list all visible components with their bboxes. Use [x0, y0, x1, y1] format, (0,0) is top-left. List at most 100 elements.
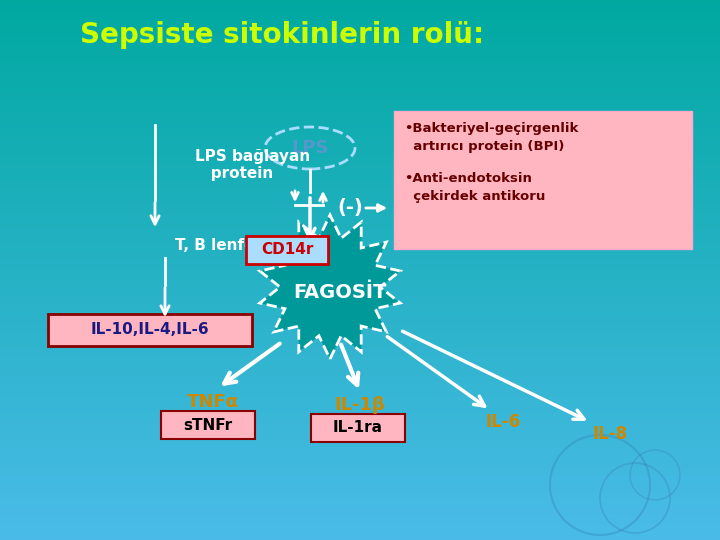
Bar: [0, 247, 720, 248]
Bar: [0, 344, 720, 345]
Text: •Anti-endotoksin: •Anti-endotoksin: [404, 172, 532, 185]
Bar: [0, 523, 720, 524]
Bar: [0, 239, 720, 240]
Bar: [0, 262, 720, 263]
Bar: [0, 453, 720, 454]
Bar: [0, 425, 720, 426]
Bar: [0, 83, 720, 84]
Bar: [0, 473, 720, 474]
Bar: [0, 263, 720, 264]
Bar: [0, 119, 720, 120]
Bar: [0, 380, 720, 381]
Bar: [0, 71, 720, 72]
Bar: [0, 285, 720, 286]
Bar: [0, 399, 720, 400]
Bar: [0, 248, 720, 249]
Bar: [0, 390, 720, 391]
Bar: [0, 9, 720, 10]
Bar: [0, 520, 720, 521]
Bar: [0, 342, 720, 343]
Bar: [0, 313, 720, 314]
Bar: [0, 46, 720, 47]
Bar: [0, 199, 720, 200]
Bar: [0, 152, 720, 153]
Bar: [0, 411, 720, 412]
Bar: [0, 198, 720, 199]
Bar: [0, 91, 720, 92]
Bar: [0, 170, 720, 171]
Bar: [0, 182, 720, 183]
Bar: [0, 222, 720, 223]
Polygon shape: [260, 215, 400, 359]
Bar: [0, 279, 720, 280]
Bar: [0, 93, 720, 94]
Bar: [0, 338, 720, 339]
Bar: [0, 78, 720, 79]
Bar: [0, 56, 720, 57]
Bar: [0, 60, 720, 61]
Bar: [0, 229, 720, 230]
Bar: [0, 404, 720, 405]
Bar: [0, 467, 720, 468]
Bar: [0, 178, 720, 179]
Bar: [0, 39, 720, 40]
Bar: [0, 74, 720, 75]
Text: T, B lenfosit: T, B lenfosit: [175, 238, 276, 253]
Bar: [0, 291, 720, 292]
Bar: [0, 332, 720, 333]
Bar: [0, 149, 720, 150]
Bar: [0, 305, 720, 306]
Bar: [0, 335, 720, 336]
Bar: [0, 264, 720, 265]
Bar: [0, 136, 720, 137]
Bar: [0, 107, 720, 108]
Bar: [0, 459, 720, 460]
Bar: [0, 379, 720, 380]
Bar: [0, 450, 720, 451]
Bar: [0, 514, 720, 515]
Bar: [0, 214, 720, 215]
Text: (-): (-): [337, 199, 363, 218]
Bar: [0, 207, 720, 208]
Bar: [0, 437, 720, 438]
Bar: [0, 501, 720, 502]
Bar: [0, 384, 720, 385]
Bar: [0, 135, 720, 136]
Bar: [0, 457, 720, 458]
Bar: [0, 529, 720, 530]
Bar: [0, 357, 720, 358]
Bar: [0, 315, 720, 316]
Bar: [0, 75, 720, 76]
Bar: [0, 30, 720, 31]
Bar: [0, 243, 720, 244]
Bar: [0, 206, 720, 207]
Bar: [0, 486, 720, 487]
Bar: [0, 531, 720, 532]
Bar: [0, 515, 720, 516]
Bar: [0, 351, 720, 352]
Bar: [0, 526, 720, 527]
Bar: [0, 319, 720, 320]
Bar: [0, 373, 720, 374]
Bar: [0, 189, 720, 190]
FancyBboxPatch shape: [246, 236, 328, 264]
Bar: [0, 63, 720, 64]
Bar: [0, 499, 720, 500]
Bar: [0, 139, 720, 140]
Bar: [0, 103, 720, 104]
Bar: [0, 288, 720, 289]
Bar: [0, 508, 720, 509]
Bar: [0, 492, 720, 493]
Bar: [0, 194, 720, 195]
Bar: [0, 216, 720, 217]
Bar: [0, 330, 720, 331]
Bar: [0, 105, 720, 106]
Bar: [0, 487, 720, 488]
Bar: [0, 231, 720, 232]
Bar: [0, 426, 720, 427]
Bar: [0, 100, 720, 101]
Bar: [0, 325, 720, 326]
Bar: [0, 476, 720, 477]
Bar: [0, 23, 720, 24]
Bar: [0, 278, 720, 279]
